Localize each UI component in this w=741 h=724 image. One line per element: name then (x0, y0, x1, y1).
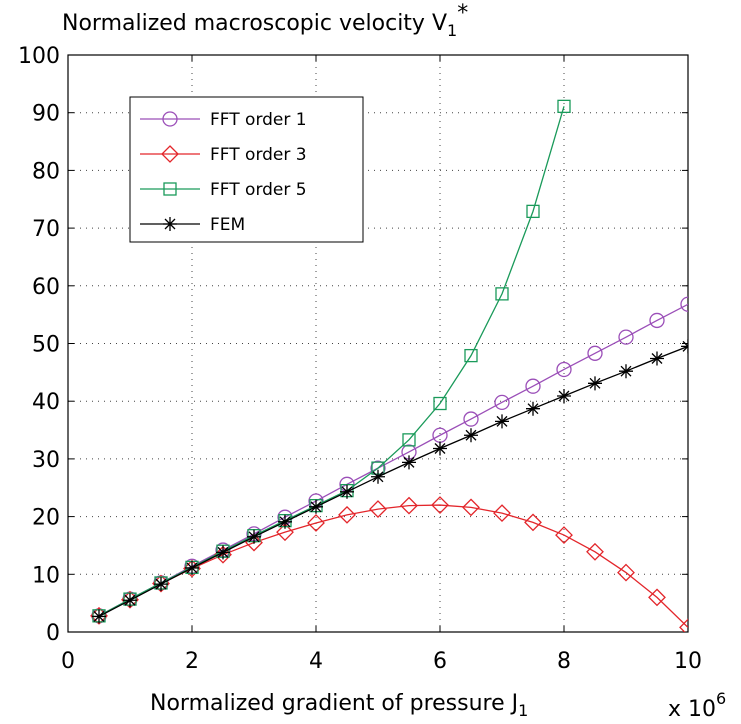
marker (681, 339, 688, 354)
marker (309, 499, 323, 514)
marker (557, 389, 571, 404)
marker (493, 504, 511, 523)
marker (338, 505, 356, 524)
y-tick-label: 100 (18, 44, 60, 69)
marker (216, 545, 230, 560)
legend-label: FFT order 5 (210, 180, 307, 200)
marker (526, 401, 540, 416)
marker (433, 441, 447, 456)
marker (464, 348, 478, 363)
marker (588, 376, 602, 391)
x-tick-label: 10 (674, 649, 702, 674)
y-tick-label: 60 (32, 275, 60, 300)
marker (463, 411, 479, 427)
marker (556, 361, 572, 378)
marker (648, 588, 666, 607)
marker (524, 513, 542, 532)
marker (679, 618, 688, 632)
legend-marker (161, 145, 179, 163)
marker (494, 394, 510, 411)
x-label-subscript: 1 (518, 701, 528, 720)
x-multiplier-exponent: 6 (716, 689, 726, 708)
y-tick-label: 70 (32, 217, 60, 242)
marker (464, 428, 478, 443)
marker (431, 496, 449, 514)
marker (278, 514, 292, 529)
legend-label: FEM (210, 215, 245, 235)
marker (369, 500, 387, 519)
legend-marker (162, 111, 178, 127)
marker (495, 414, 509, 429)
y-tick-label: 0 (46, 621, 60, 646)
marker (587, 345, 603, 361)
x-tick-label: 4 (309, 649, 323, 674)
marker (649, 312, 665, 329)
legend-box (129, 96, 364, 243)
plot-area (90, 99, 688, 632)
legend-label: FFT order 1 (210, 110, 307, 130)
chart-title: Normalized macroscopic velocity V1* (62, 1, 468, 40)
marker (247, 529, 261, 544)
legend-marker (163, 217, 177, 231)
x-multiplier: x 106 (668, 689, 726, 722)
series-line (98, 504, 688, 628)
marker (555, 526, 573, 544)
title-main: Normalized macroscopic velocity V (62, 11, 447, 36)
x-tick-label: 6 (433, 649, 447, 674)
marker (526, 204, 540, 219)
x-tick-label: 2 (185, 649, 199, 674)
marker (525, 378, 541, 394)
y-tick-label: 90 (32, 102, 60, 127)
marker (402, 433, 416, 447)
marker (619, 364, 633, 379)
marker (680, 296, 688, 312)
marker (433, 396, 447, 411)
series-line (98, 345, 688, 617)
marker (650, 351, 664, 366)
marker (557, 99, 571, 114)
marker (185, 560, 199, 575)
marker (462, 498, 480, 517)
x-axis-label: Normalized gradient of pressure J1 (150, 691, 528, 720)
marker (154, 577, 168, 592)
legend-marker (163, 182, 177, 196)
marker (92, 609, 106, 624)
y-tick-label: 30 (32, 448, 60, 473)
marker (340, 484, 354, 499)
marker (371, 469, 385, 484)
x-tick-label: 8 (557, 649, 571, 674)
legend-label: FFT order 3 (210, 145, 307, 165)
y-tick-label: 20 (32, 506, 60, 531)
marker (586, 542, 604, 561)
y-tick-label: 50 (32, 333, 60, 358)
x-tick-label: 0 (61, 649, 75, 674)
marker (495, 287, 509, 301)
title-superscript: * (457, 1, 468, 26)
marker (307, 514, 325, 532)
x-label-main: Normalized gradient of pressure J (150, 691, 518, 716)
marker (123, 593, 137, 608)
marker (276, 523, 294, 542)
x-multiplier-base: x 10 (668, 697, 716, 722)
marker (402, 455, 416, 470)
title-subscript: 1 (447, 21, 457, 40)
marker (400, 496, 418, 515)
series-line (98, 106, 565, 617)
marker (618, 329, 634, 345)
y-tick-label: 80 (32, 159, 60, 184)
marker (617, 563, 635, 582)
y-tick-label: 40 (32, 390, 60, 415)
y-tick-label: 10 (32, 563, 60, 588)
